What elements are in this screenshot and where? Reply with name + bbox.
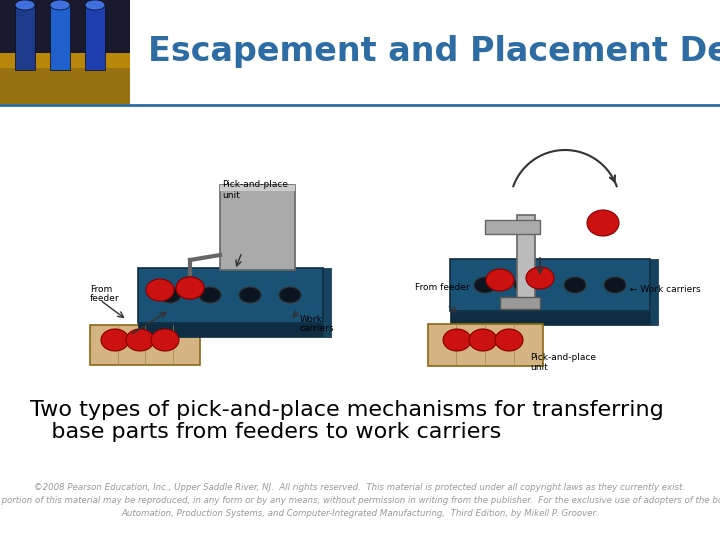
Ellipse shape (526, 267, 554, 289)
Bar (138, 322, 323, 336)
Text: Escapement and Placement Devices: Escapement and Placement Devices (148, 36, 720, 69)
Text: unit: unit (530, 363, 548, 372)
Text: ©2008 Pearson Education, Inc., Upper Saddle River, NJ.  All rights reserved.  Th: ©2008 Pearson Education, Inc., Upper Sad… (0, 483, 720, 518)
Text: ← Work carriers: ← Work carriers (630, 286, 701, 294)
Ellipse shape (514, 277, 536, 293)
Text: feeder: feeder (90, 294, 120, 303)
Text: carriers: carriers (300, 324, 335, 333)
Bar (450, 311, 650, 325)
Ellipse shape (101, 329, 129, 351)
Text: Pick-and-place: Pick-and-place (222, 180, 288, 189)
Bar (85, 5, 105, 70)
Ellipse shape (239, 287, 261, 303)
Text: unit: unit (222, 191, 240, 200)
Bar (517, 215, 535, 300)
Ellipse shape (146, 279, 174, 301)
Ellipse shape (486, 269, 514, 291)
Text: Two types of pick-and-place mechanisms for transferring: Two types of pick-and-place mechanisms f… (30, 400, 664, 420)
Text: Pick-and-place: Pick-and-place (530, 353, 596, 362)
Bar (15, 5, 35, 70)
Ellipse shape (604, 277, 626, 293)
Bar (485, 220, 540, 234)
Ellipse shape (176, 277, 204, 299)
Ellipse shape (279, 287, 301, 303)
Ellipse shape (50, 0, 70, 10)
FancyBboxPatch shape (650, 259, 658, 325)
Bar (428, 324, 542, 366)
Bar (220, 185, 295, 270)
Text: From feeder: From feeder (415, 282, 469, 292)
Bar (220, 185, 295, 191)
Bar (0, 68, 130, 105)
Ellipse shape (176, 277, 204, 299)
Ellipse shape (495, 329, 523, 351)
Text: base parts from feeders to work carriers: base parts from feeders to work carriers (30, 422, 501, 442)
Bar (0, 52, 130, 105)
Bar (500, 297, 540, 309)
Ellipse shape (587, 210, 619, 236)
Ellipse shape (199, 287, 221, 303)
Ellipse shape (474, 277, 496, 293)
Ellipse shape (469, 329, 497, 351)
Bar (50, 5, 70, 70)
Ellipse shape (85, 0, 105, 10)
Bar (90, 325, 200, 365)
Bar (138, 267, 323, 322)
Text: Work: Work (300, 315, 323, 324)
Ellipse shape (15, 0, 35, 10)
FancyBboxPatch shape (323, 267, 331, 336)
Bar (450, 259, 650, 311)
Bar (0, 0, 130, 52)
Ellipse shape (443, 329, 471, 351)
Ellipse shape (151, 329, 179, 351)
Ellipse shape (564, 277, 586, 293)
Ellipse shape (126, 329, 154, 351)
Text: From: From (90, 285, 112, 294)
Ellipse shape (159, 287, 181, 303)
